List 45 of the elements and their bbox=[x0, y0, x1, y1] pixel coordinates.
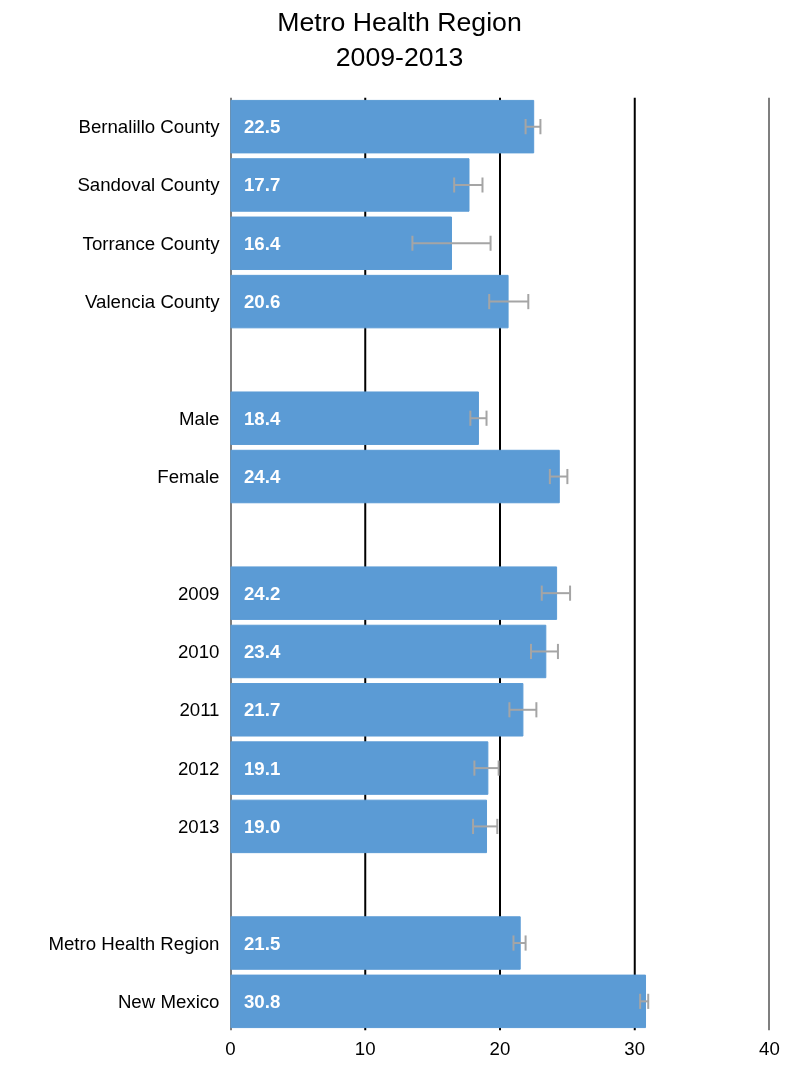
y-tick-label: 2012 bbox=[178, 757, 220, 779]
bar bbox=[230, 216, 452, 271]
data-label: 22.5 bbox=[243, 116, 281, 138]
y-tick-label: New Mexico bbox=[117, 990, 220, 1012]
x-tick-label: 0 bbox=[225, 1037, 236, 1059]
data-label: 21.7 bbox=[243, 699, 281, 721]
bar bbox=[230, 99, 535, 154]
bar bbox=[230, 799, 488, 854]
y-tick-label: Sandoval County bbox=[77, 174, 221, 196]
bar bbox=[230, 624, 547, 679]
y-tick-label: Bernalillo County bbox=[78, 116, 221, 138]
x-tick-label: 20 bbox=[489, 1037, 511, 1059]
bar bbox=[230, 683, 524, 737]
bar bbox=[230, 741, 489, 795]
y-tick-label: Valencia County bbox=[85, 291, 221, 313]
y-tick-label: Male bbox=[179, 407, 220, 429]
x-tick-label: 10 bbox=[354, 1037, 376, 1059]
bar bbox=[230, 158, 470, 212]
chart-title: Metro Health Region 2009-2013 bbox=[277, 6, 522, 74]
bar bbox=[230, 916, 521, 970]
bar bbox=[230, 449, 560, 504]
data-label: 17.7 bbox=[243, 174, 281, 196]
x-tick-label: 40 bbox=[759, 1037, 780, 1059]
y-tick-label: 2011 bbox=[179, 699, 220, 721]
bar bbox=[230, 274, 509, 329]
data-label: 23.4 bbox=[243, 640, 281, 662]
data-label: 18.4 bbox=[243, 407, 281, 429]
bar bbox=[230, 974, 647, 1029]
y-tick-label: 2013 bbox=[178, 815, 220, 837]
data-label: 24.2 bbox=[243, 582, 281, 604]
y-tick-label: 2009 bbox=[178, 582, 220, 604]
data-label: 19.0 bbox=[243, 815, 281, 837]
data-label: 19.1 bbox=[243, 757, 281, 779]
data-label: 21.5 bbox=[243, 932, 281, 954]
bar bbox=[230, 566, 558, 620]
y-tick-label: Torrance County bbox=[82, 232, 221, 254]
data-label: 24.4 bbox=[243, 466, 281, 488]
data-label: 16.4 bbox=[243, 232, 281, 254]
data-label: 30.8 bbox=[243, 990, 281, 1012]
x-tick-label: 30 bbox=[624, 1037, 646, 1059]
y-tick-label: Female bbox=[157, 466, 220, 488]
y-tick-label: 2010 bbox=[178, 640, 220, 662]
y-tick-label: Metro Health Region bbox=[48, 932, 220, 954]
data-label: 20.6 bbox=[243, 291, 281, 313]
bar bbox=[230, 391, 479, 445]
